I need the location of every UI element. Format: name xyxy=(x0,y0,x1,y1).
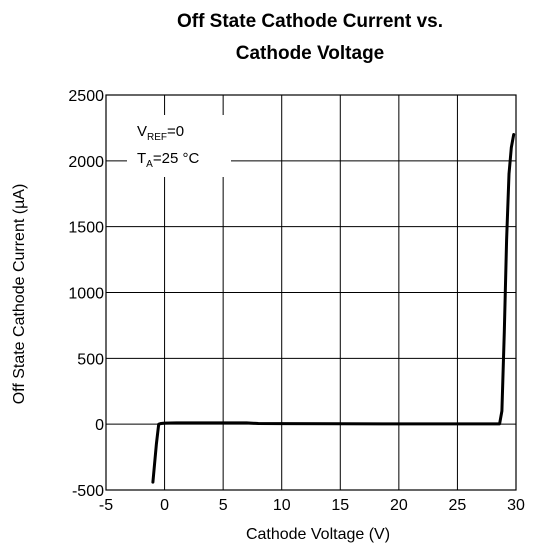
series-line xyxy=(151,133,516,484)
chart-title-line-2: Cathode Voltage xyxy=(236,43,385,64)
series xyxy=(151,133,516,484)
x-tick-label: 5 xyxy=(219,497,228,514)
annotation-text: TA=25 °C xyxy=(137,150,199,170)
y-axis-label: Off State Cathode Current (µA) xyxy=(11,184,28,405)
x-tick-label: 10 xyxy=(273,497,291,514)
grid xyxy=(105,94,517,491)
chart-title-line-1: Off State Cathode Current vs. xyxy=(177,11,443,32)
y-tick-label: 1500 xyxy=(68,220,104,237)
x-tick-label: 30 xyxy=(507,497,525,514)
y-tick-label: -500 xyxy=(72,483,104,500)
plot-frame xyxy=(105,94,517,491)
annotations: VREF=0 TA=25 °C xyxy=(137,123,199,170)
y-tick-label: 500 xyxy=(77,351,104,368)
x-tick-label: 25 xyxy=(449,497,467,514)
x-tick-label: 15 xyxy=(331,497,349,514)
annotation-box xyxy=(127,115,231,177)
annotation-text: VREF=0 xyxy=(137,123,184,143)
y-tick-label: 1000 xyxy=(68,286,104,303)
x-tick-label: 0 xyxy=(160,497,169,514)
x-tick-label: 20 xyxy=(390,497,408,514)
x-axis-label: Cathode Voltage (V) xyxy=(246,526,390,543)
y-tick-label: 2500 xyxy=(68,88,104,105)
tick-labels: -5 0 5 10 15 20 25 30 -500 0 500 1000 1500 2000 2500 xyxy=(68,88,525,514)
x-tick-label: -5 xyxy=(99,497,113,514)
y-tick-label: 2000 xyxy=(68,154,104,171)
y-tick-label: 0 xyxy=(95,417,104,434)
